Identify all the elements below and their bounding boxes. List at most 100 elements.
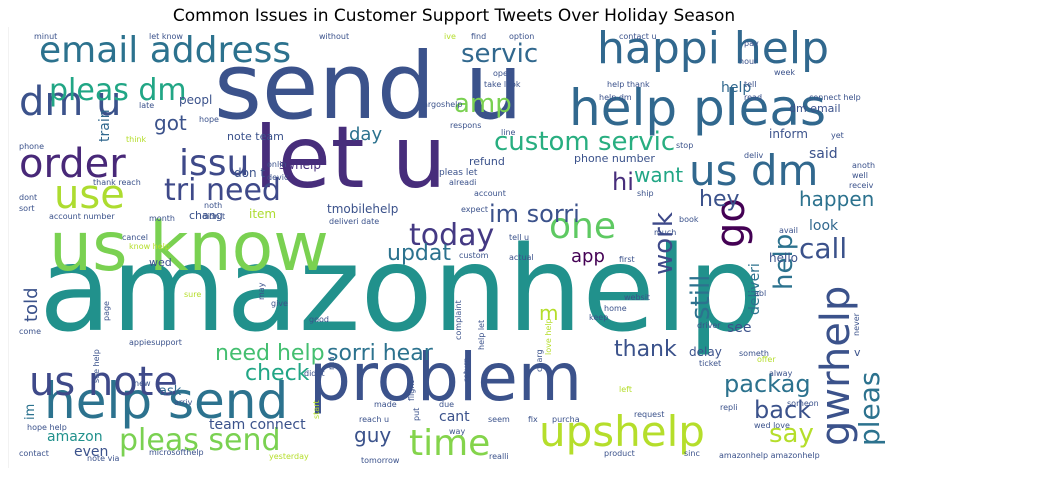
word-142: never [852,312,861,336]
word-106: anoth [852,161,875,170]
word-99: respons [450,121,481,130]
word-169: way [449,427,465,436]
word-35: check [245,361,310,386]
word-152: charg [535,349,544,372]
word-110: account [474,189,506,198]
word-82: ive [444,32,456,41]
word-139: good [309,315,329,324]
word-109: alreadi [449,178,476,187]
word-6: help send [44,372,288,430]
word-124: avail [779,226,798,235]
word-158: made [374,400,397,409]
word-62: im [23,404,38,420]
chart-title: Common Issues in Customer Support Tweets… [172,6,736,26]
word-153: new [134,379,151,388]
wordcloud-canvas: amazonhelp send u us know let u problem help … [8,27,901,468]
word-116: sort [19,204,35,213]
word-69: peopl [179,93,212,107]
word-119: didn t [202,212,225,221]
word-112: thank reach [93,178,141,187]
word-146: help let [477,320,486,350]
word-17: one [549,206,616,247]
word-56: see [727,320,752,336]
word-64: item [249,207,276,221]
word-52: train [97,109,113,142]
word-59: cant [439,409,470,425]
word-75: refund [469,155,505,168]
word-45: got [154,111,187,135]
word-114: devic [267,173,288,182]
word-104: phone [19,142,44,151]
word-141: driver [697,321,721,330]
word-48: day [349,124,382,145]
word-130: actual [509,253,534,262]
word-1: send u [214,33,523,140]
word-2: us know [49,208,329,287]
word-4: problem [309,339,582,416]
word-108: receiv [849,181,874,190]
word-100: argoshelp [423,100,462,109]
word-175: contact [19,449,49,458]
word-68: swhelp [279,158,321,172]
word-3: let u [254,108,446,208]
word-18: time [409,423,490,464]
word-95: help dm [599,93,632,102]
word-65: inform [769,127,808,141]
word-30: work [649,212,679,275]
word-171: fix [528,415,538,424]
word-80: let know [149,32,183,41]
word-87: week [774,68,795,77]
word-91: tell [744,80,757,89]
word-21: pleas send [119,423,281,458]
word-179: tomorrow [361,456,400,465]
word-77: v [854,346,861,359]
word-57: even [74,444,108,460]
word-117: account number [49,212,115,221]
word-182: sinc [684,449,700,458]
word-43: happen [799,187,874,211]
word-47: app [571,246,605,267]
word-121: deliveri date [329,217,379,226]
word-102: stop [676,141,693,150]
word-50: m [539,301,558,325]
word-92: hour [739,57,758,66]
word-31: still [686,275,716,320]
word-137: page [102,301,111,321]
word-147: love help [544,318,553,355]
word-81: without [319,32,349,41]
word-16: gwrhelp [813,286,859,446]
word-164: put [412,408,421,421]
word-132: sure [184,290,201,299]
word-51: help [721,80,751,96]
word-126: know help [129,242,170,251]
word-168: hope help [27,423,67,432]
word-148: appiesupport [129,338,182,347]
word-34: sorri hear [327,341,434,366]
word-74: phone number [574,152,655,165]
word-22: today [409,218,494,253]
word-46: want [634,163,683,187]
word-15: go [708,198,754,248]
word-53: look [809,218,839,234]
word-44: guy [354,423,391,447]
word-129: custom [459,251,489,260]
word-177: microsofthelp [149,448,204,457]
word-66: delay [689,345,722,359]
word-79: minut [34,32,57,41]
word-37: say [769,419,814,449]
word-131: first [619,255,635,264]
word-149: someth [739,349,769,358]
word-78: pleas let [439,168,478,178]
word-63: hello [769,251,798,265]
word-49: told [21,288,42,323]
word-181: product [604,449,635,458]
word-89: take look [484,80,521,89]
word-176: note via [87,454,120,463]
word-13: use [54,172,125,218]
word-154: didnt [304,369,325,378]
word-8: email address [39,30,291,71]
word-72: wed [149,256,172,269]
word-107: well [852,171,868,180]
